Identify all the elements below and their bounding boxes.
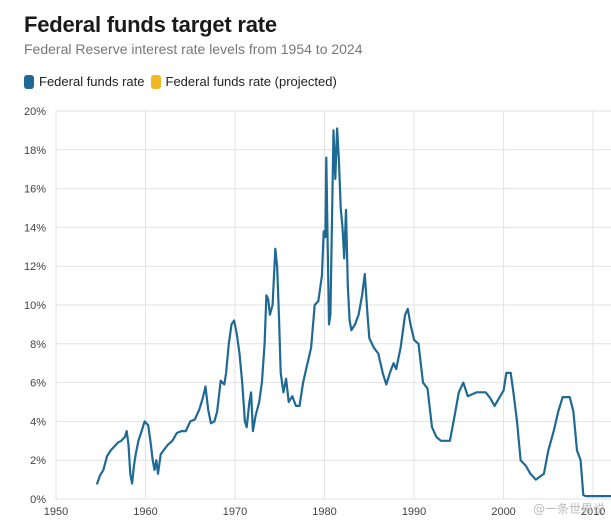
y-tick-label: 6% bbox=[30, 378, 46, 390]
legend-swatch-actual bbox=[24, 74, 34, 89]
series-line-0 bbox=[96, 127, 611, 498]
watermark-text: @一条世界说 bbox=[532, 502, 605, 516]
legend-item-projected[interactable]: Federal funds rate (projected) bbox=[150, 74, 337, 89]
y-tick-label: 20% bbox=[24, 106, 46, 118]
series-lines bbox=[96, 127, 611, 498]
y-tick-label: 10% bbox=[24, 300, 46, 312]
grid-lines bbox=[55, 110, 611, 500]
y-tick-label: 2% bbox=[30, 455, 46, 467]
legend-swatch-projected bbox=[150, 74, 161, 89]
y-tick-label: 0% bbox=[30, 494, 46, 506]
y-tick-label: 8% bbox=[30, 339, 46, 351]
x-tick-label: 1990 bbox=[402, 506, 426, 518]
y-tick-label: 4% bbox=[30, 416, 46, 428]
legend-label-projected: Federal funds rate (projected) bbox=[165, 74, 337, 89]
x-tick-label: 1980 bbox=[312, 506, 336, 518]
x-tick-label: 2010 bbox=[581, 506, 605, 518]
chart-title: Federal funds target rate bbox=[24, 12, 277, 37]
y-tick-label: 12% bbox=[24, 261, 46, 273]
x-axis-ticks: 1950 1960 1970 1980 1990 2000 2010 bbox=[44, 506, 606, 518]
legend-label-actual: Federal funds rate bbox=[39, 74, 145, 89]
chart-subtitle: Federal Reserve interest rate levels fro… bbox=[24, 41, 363, 57]
x-tick-label: 1960 bbox=[133, 506, 157, 518]
y-tick-label: 16% bbox=[24, 184, 46, 196]
y-axis-ticks: 0% 2% 4% 6% 8% 10% 12% 14% 16% 18% 20% bbox=[24, 106, 46, 506]
x-tick-label: 1950 bbox=[44, 506, 68, 518]
legend: Federal funds rate Federal funds rate (p… bbox=[24, 74, 343, 89]
legend-item-actual[interactable]: Federal funds rate bbox=[24, 74, 145, 89]
x-tick-label: 1970 bbox=[223, 506, 247, 518]
x-tick-label: 2000 bbox=[491, 506, 515, 518]
y-tick-label: 18% bbox=[24, 145, 46, 157]
y-tick-label: 14% bbox=[24, 222, 46, 234]
